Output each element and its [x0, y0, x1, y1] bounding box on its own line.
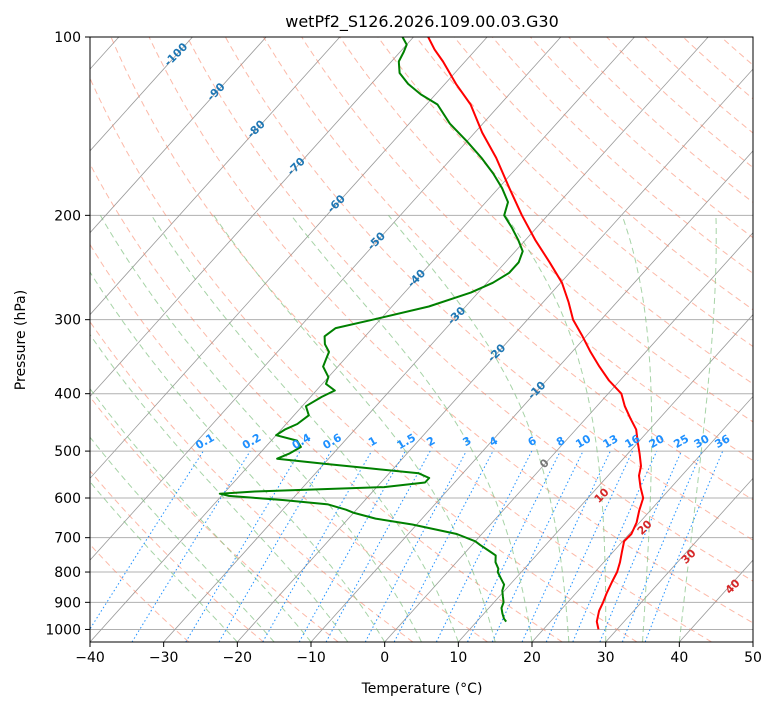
- y-tick-label: 700: [54, 531, 81, 547]
- y-tick-label: 300: [54, 313, 81, 329]
- y-tick-label: 600: [54, 491, 81, 507]
- y-tick-label: 1000: [45, 622, 81, 638]
- x-tick-label: 50: [744, 650, 762, 666]
- x-tick-label: 20: [523, 650, 541, 666]
- x-tick-label: −30: [149, 650, 179, 666]
- x-tick-label: 40: [670, 650, 688, 666]
- x-tick-label: 0: [380, 650, 389, 666]
- y-tick-label: 100: [54, 30, 81, 46]
- x-tick-label: 30: [597, 650, 615, 666]
- chart-title: wetPf2_S126.2026.109.00.03.G30: [285, 12, 559, 32]
- x-tick-label: 10: [449, 650, 467, 666]
- y-tick-label: 200: [54, 208, 81, 224]
- x-tick-label: −40: [75, 650, 105, 666]
- x-tick-label: −10: [296, 650, 326, 666]
- y-tick-label: 400: [54, 387, 81, 403]
- y-tick-label: 500: [54, 444, 81, 460]
- x-axis-label: Temperature (°C): [361, 681, 483, 697]
- y-tick-label: 900: [54, 595, 81, 611]
- x-tick-label: −20: [223, 650, 253, 666]
- y-axis-label: Pressure (hPa): [13, 290, 29, 390]
- y-tick-label: 800: [54, 565, 81, 581]
